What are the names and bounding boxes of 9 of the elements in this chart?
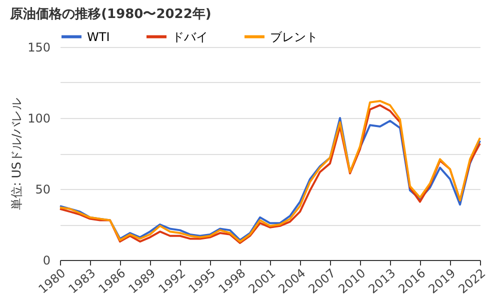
legend-label: WTI (87, 30, 110, 44)
y-tick-label: 150 (28, 40, 50, 54)
y-tick-label: 0 (42, 254, 50, 268)
legend-label: ブレント (270, 30, 318, 44)
y-tick-label: 100 (28, 112, 50, 126)
legend-label: ドバイ (172, 30, 208, 44)
y-tick-label: 50 (35, 182, 50, 196)
y-axis-title: 単位: USドル/バレル (10, 98, 24, 210)
chart-title: 原油価格の推移(1980〜2022年) (9, 7, 212, 22)
